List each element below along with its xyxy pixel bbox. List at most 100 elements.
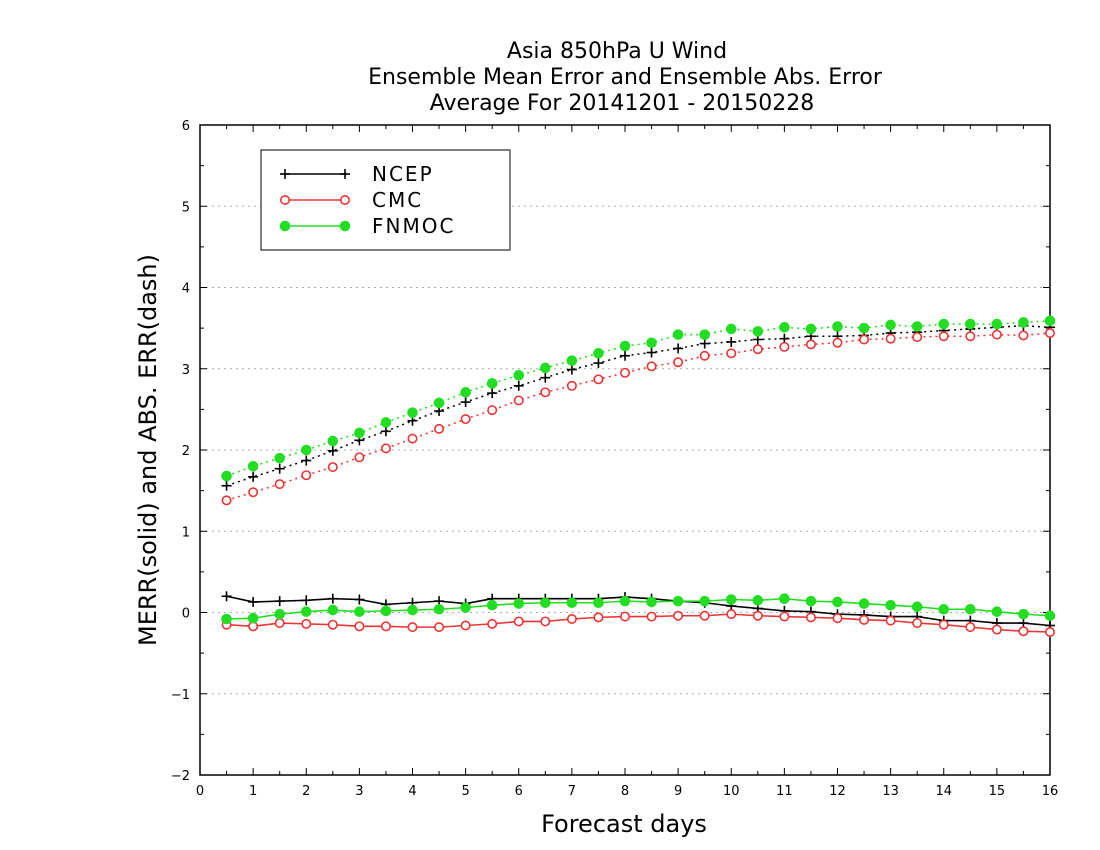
fnmoc-merr-point [779,593,790,604]
title-line-2: Ensemble Mean Error and Ensemble Abs. Er… [368,65,883,90]
series-cmc [221,327,1056,637]
fnmoc-merr-point [646,596,657,608]
ncep-abs-err-point [221,480,232,491]
cmc-merr-point [619,611,630,622]
cmc-merr-point [726,609,737,620]
fnmoc-merr-point [965,603,976,615]
fnmoc-abs-err-point [938,318,950,330]
fnmoc-abs-err-point [832,321,843,332]
y-tick-label: 4 [182,282,190,297]
fnmoc-merr-point [991,606,1003,617]
y-tick-label: −2 [171,769,190,784]
ncep-abs-err-point [274,463,285,474]
x-tick-label: 3 [355,784,363,799]
legend-marker [279,195,290,206]
cmc-abs-err-point [221,495,232,506]
ncep-merr-point [248,596,259,607]
cmc-abs-err-point [540,387,551,398]
y-tick-label: 0 [182,607,190,622]
x-tick-label: 7 [568,784,576,799]
fnmoc-merr-point [805,595,817,607]
cmc-abs-err-point [248,487,259,498]
cmc-abs-err-point [460,414,471,425]
fnmoc-abs-err-point [725,323,737,335]
ncep-abs-err-point [248,471,259,482]
legend-marker [339,220,351,232]
x-tick-label: 2 [302,784,310,799]
cmc-abs-err-point [938,331,949,342]
legend-item-fnmoc: FNMOC [279,214,455,238]
ncep-abs-err-point [726,336,737,347]
x-tick-label: 13 [882,784,899,799]
cmc-abs-err-point [407,433,418,444]
cmc-abs-err-point [699,350,710,361]
cmc-merr-point [673,610,684,621]
legend-item-ncep: NCEP [280,162,432,186]
gridlines [200,205,1050,695]
cmc-merr-point [301,618,312,629]
cmc-abs-err-point [513,395,524,406]
legend-item-cmc: CMC [279,188,421,212]
legend-marker [340,169,350,179]
fnmoc-merr-point [725,594,737,605]
cmc-merr-point [593,612,604,623]
cmc-abs-err-point [434,423,445,434]
fnmoc-merr-point [938,603,950,615]
fnmoc-abs-err-point [327,435,339,447]
cmc-merr-point [965,622,976,633]
ncep-abs-err-point [566,364,577,375]
fnmoc-merr-point [832,596,843,608]
cmc-merr-point [1018,626,1029,637]
cmc-merr-point [380,621,391,632]
title-line-1: Asia 850hPa U Wind [507,39,727,64]
fnmoc-abs-err-point [991,318,1003,330]
cmc-abs-err-point [380,443,391,454]
x-tick-label: 5 [461,784,469,799]
cmc-abs-err-point [752,344,763,355]
cmc-merr-point [487,618,498,629]
fnmoc-abs-err-point [672,329,684,340]
cmc-merr-point [1045,626,1056,637]
ncep-abs-err-point [699,338,710,349]
cmc-merr-point [460,620,471,631]
y-tick-label: 6 [182,119,190,134]
cmc-abs-err-point [619,367,630,378]
fnmoc-abs-err-point [646,337,657,349]
fnmoc-abs-err-point [593,348,604,359]
cmc-abs-err-point [991,329,1002,340]
fnmoc-merr-point [911,601,923,613]
ncep-abs-err-point [673,343,684,354]
fnmoc-abs-err-point [566,355,578,366]
fnmoc-abs-err-point [513,369,525,381]
cmc-abs-err-point [487,405,498,416]
fnmoc-abs-err-point [752,326,764,337]
x-axis-label: Forecast days [541,810,707,838]
ncep-merr-point [274,596,285,607]
series-fnmoc [221,315,1056,625]
legend-label-fnmoc: FNMOC [372,214,455,238]
cmc-merr-point [566,613,577,624]
cmc-merr-point [912,618,923,629]
cmc-merr-point [354,621,365,632]
fnmoc-abs-err-point [805,323,817,335]
x-tick-label: 15 [989,784,1006,799]
fnmoc-merr-point [593,597,604,609]
fnmoc-merr-point [327,604,339,616]
fnmoc-merr-point [300,606,312,617]
ncep-abs-err-point [540,372,551,383]
cmc-abs-err-point [646,361,657,372]
y-tick-label: 2 [182,444,190,459]
fnmoc-abs-err-point [699,329,710,340]
ncep-abs-err-point [301,455,312,466]
x-tick-label: 8 [621,784,629,799]
x-tick-label: 6 [515,784,523,799]
ncep-abs-err-point [593,358,604,369]
cmc-abs-err-point [726,348,737,359]
fnmoc-merr-point [407,604,418,616]
x-tick-label: 16 [1042,784,1059,799]
fnmoc-merr-point [380,605,392,617]
fnmoc-merr-point [885,599,896,611]
fnmoc-merr-point [354,606,365,617]
fnmoc-abs-err-point [486,378,498,389]
